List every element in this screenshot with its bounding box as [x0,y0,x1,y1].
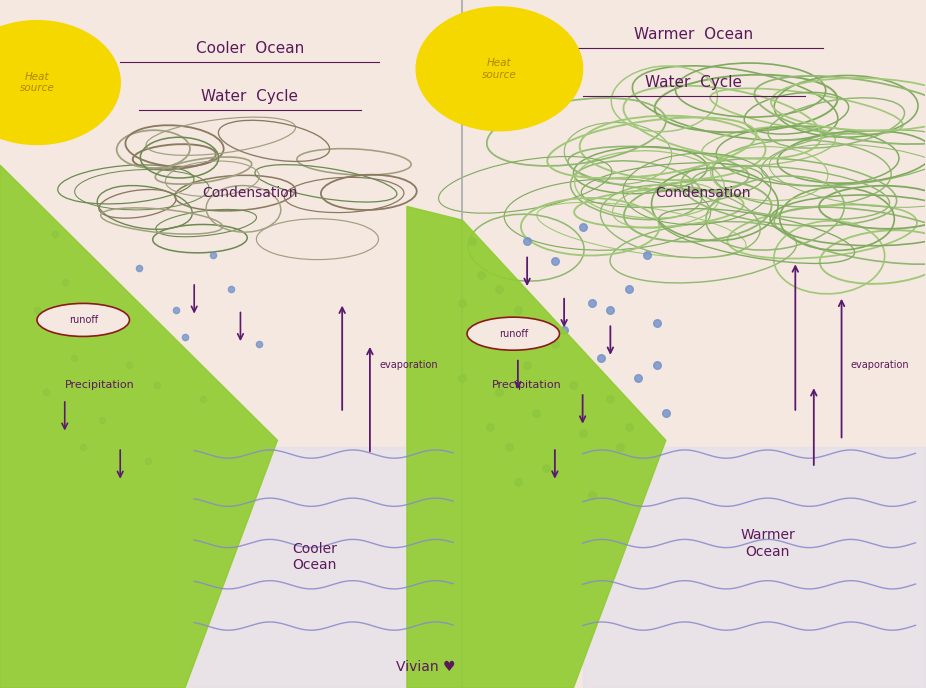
Text: Heat
source: Heat source [19,72,55,94]
Text: Precipitation: Precipitation [493,380,562,390]
Polygon shape [0,165,278,688]
Text: Precipitation: Precipitation [65,380,134,390]
Text: Water  Cycle: Water Cycle [201,89,298,104]
Polygon shape [407,206,666,688]
Text: Condensation: Condensation [655,186,751,200]
Text: Vivian ♥: Vivian ♥ [395,660,456,674]
Circle shape [416,7,582,131]
Text: Water  Cycle: Water Cycle [645,75,742,90]
Text: Heat
source: Heat source [482,58,517,80]
Text: runoff: runoff [69,315,98,325]
Ellipse shape [467,317,559,350]
Text: Cooler  Ocean: Cooler Ocean [195,41,304,56]
Text: Warmer
Ocean: Warmer Ocean [740,528,795,559]
Circle shape [0,21,120,144]
Text: evaporation: evaporation [851,360,909,369]
Text: runoff: runoff [499,329,528,338]
Text: evaporation: evaporation [379,360,438,369]
Text: Condensation: Condensation [202,186,297,200]
Ellipse shape [37,303,130,336]
Text: Cooler
Ocean: Cooler Ocean [292,542,337,572]
Text: Warmer  Ocean: Warmer Ocean [634,27,753,42]
